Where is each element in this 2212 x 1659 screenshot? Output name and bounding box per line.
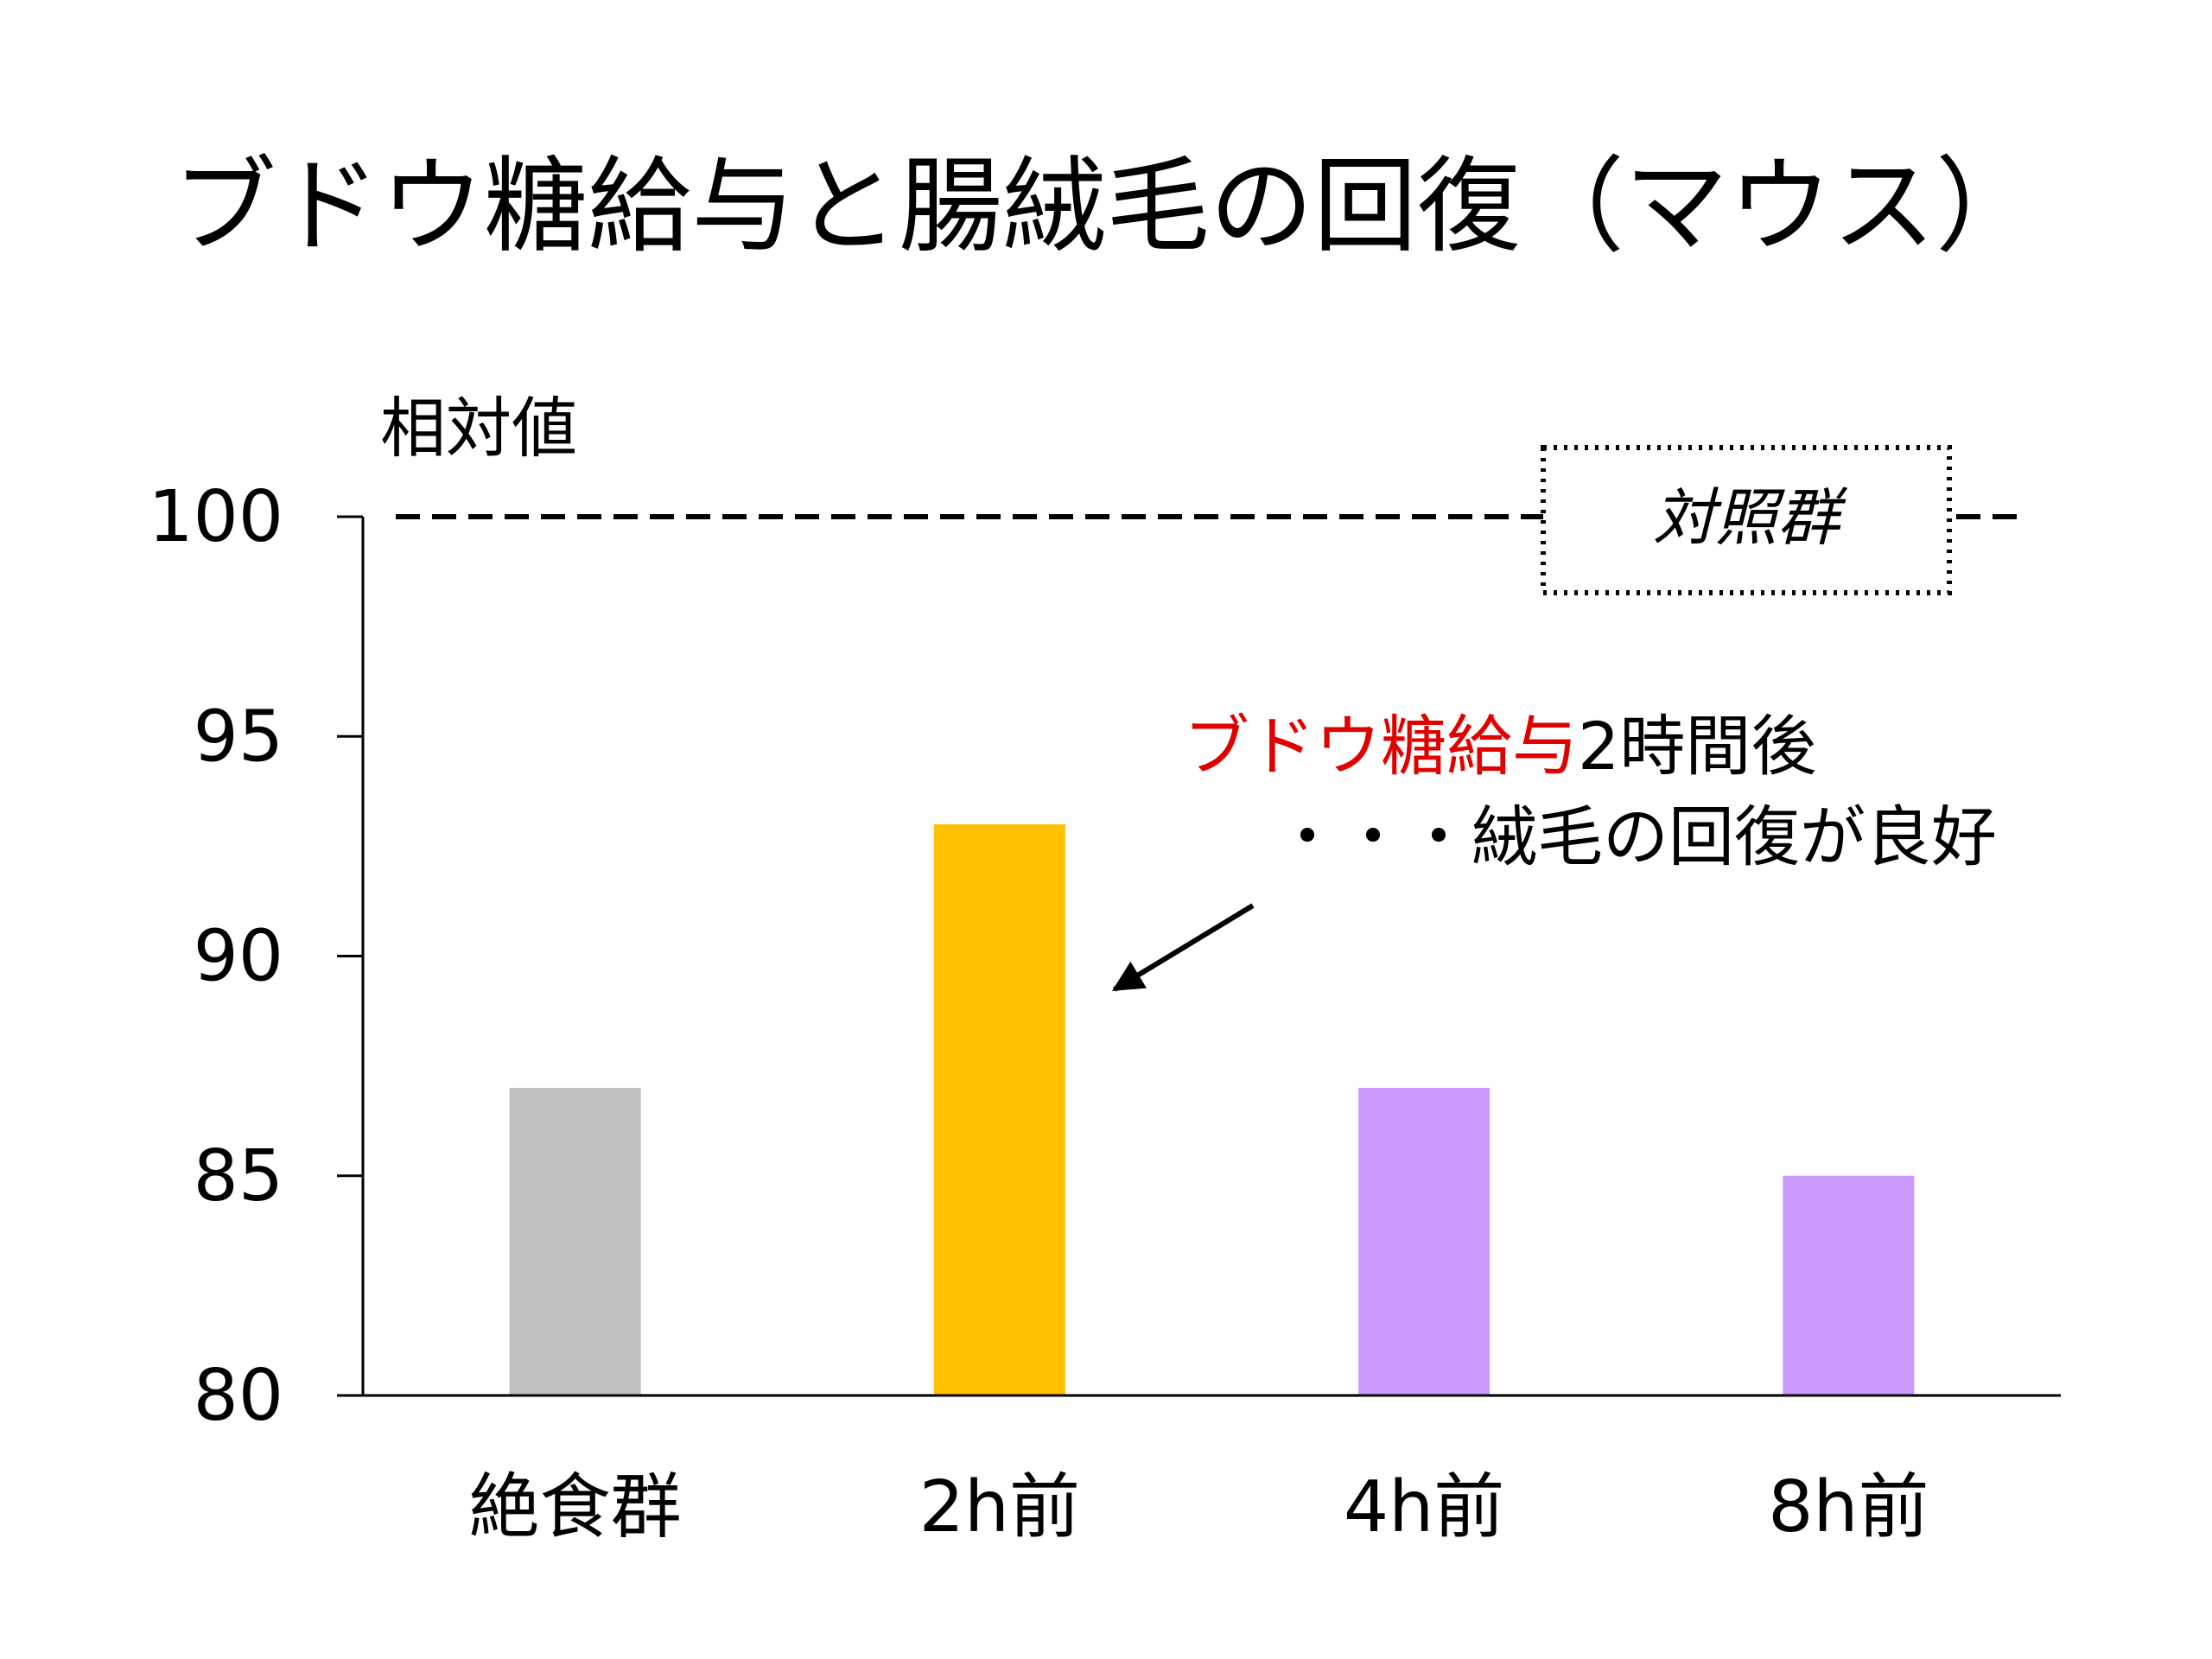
- y-tick-label: 90: [194, 916, 283, 998]
- annotation-arrow: [1111, 903, 1255, 992]
- y-tick-label: 80: [194, 1355, 283, 1437]
- annotation-line-1-rest: 2時間後: [1578, 708, 1816, 785]
- x-category-label: 絶食群: [469, 1466, 682, 1548]
- y-axis-label: 相対値: [380, 390, 577, 467]
- bars: [509, 823, 1915, 1395]
- reference-label-box: [1541, 445, 1952, 595]
- x-category-label: 2h前: [919, 1466, 1080, 1548]
- x-category-label: 8h前: [1768, 1466, 1929, 1548]
- reference-label: 対照群: [1653, 481, 1848, 554]
- annotation-line-1: ブドウ糖給与2時間後: [1184, 708, 1816, 785]
- y-tick-label: 95: [194, 696, 283, 778]
- y-tick-label: 100: [148, 476, 283, 558]
- bar: [1783, 1175, 1915, 1395]
- annotation-highlight: ブドウ糖給与: [1184, 708, 1578, 785]
- bar: [933, 823, 1065, 1395]
- y-axis-ticks: 80 85 90 95 100: [148, 476, 363, 1437]
- annotation-line-2: ・・・絨毛の回復が良好: [1274, 798, 1997, 875]
- x-axis-categories: 絶食群 2h前 4h前 8h前: [469, 1466, 1929, 1548]
- bar: [509, 1088, 641, 1395]
- x-category-label: 4h前: [1344, 1466, 1504, 1548]
- y-tick-label: 85: [194, 1135, 283, 1217]
- bar: [1358, 1088, 1491, 1395]
- chart-title: ブドウ糖給与と腸絨毛の回復（マウス）: [173, 147, 2039, 267]
